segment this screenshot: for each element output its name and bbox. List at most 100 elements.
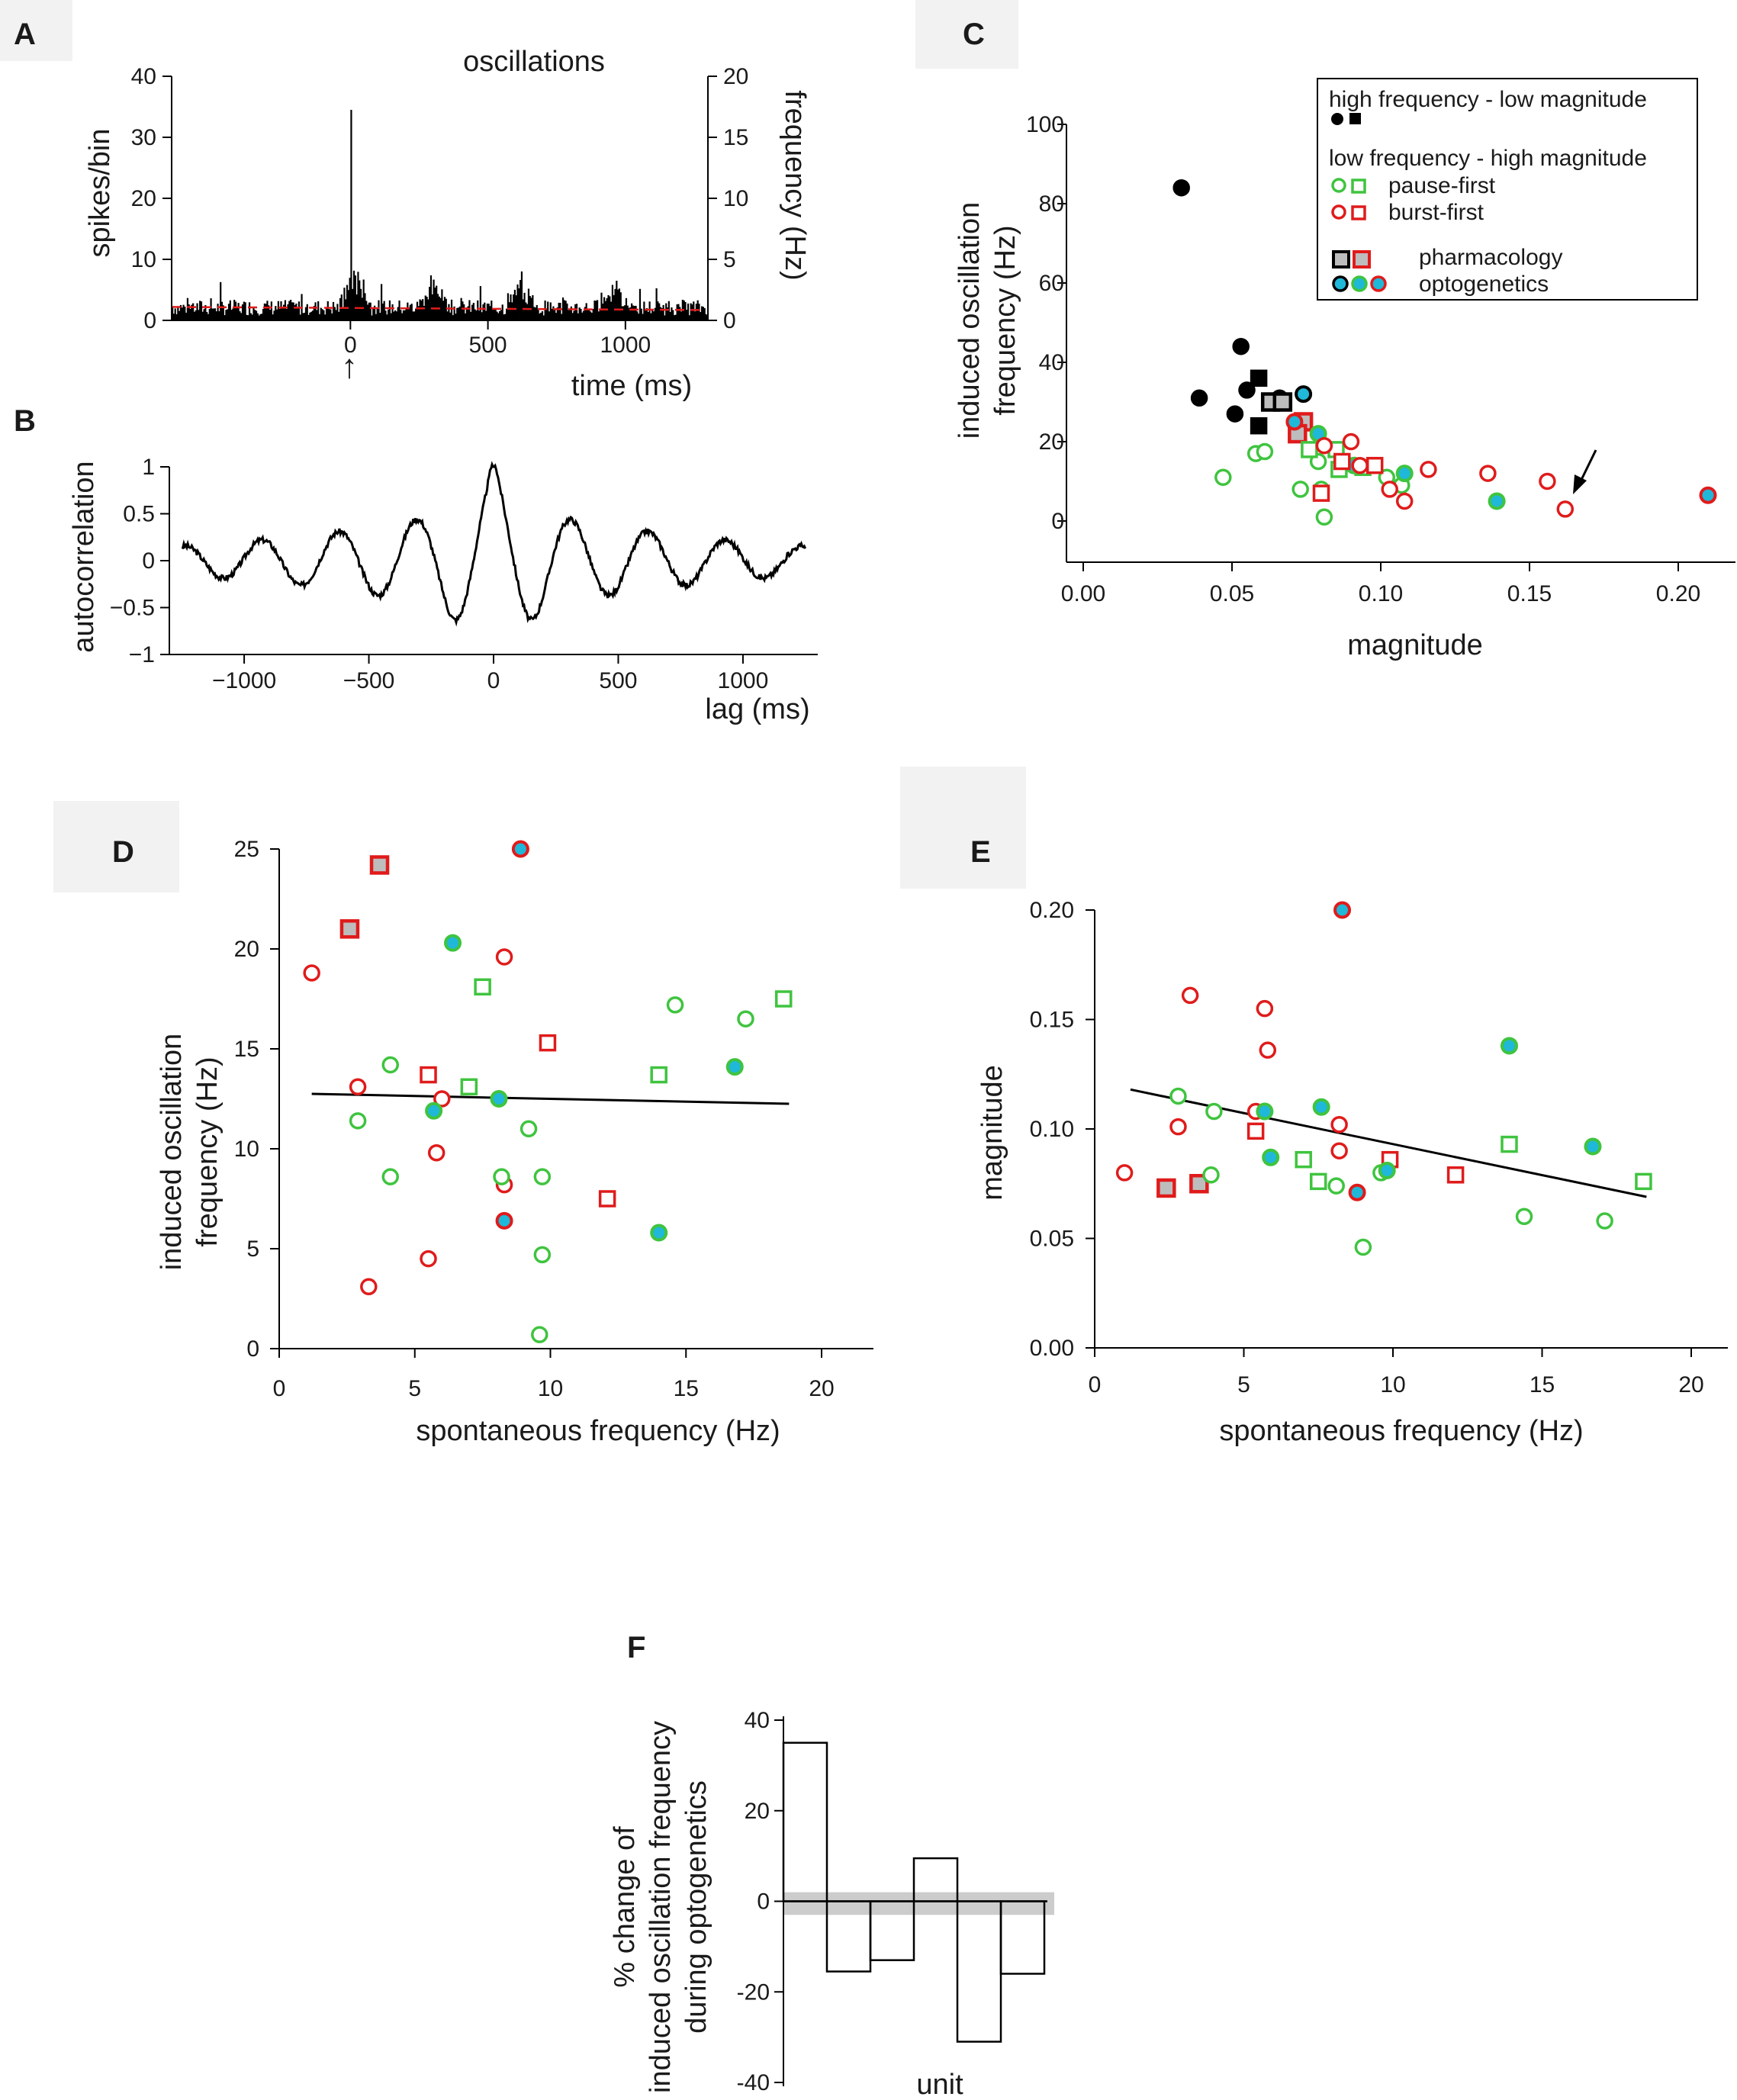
panel-b-ytick-label: 0.5 [123, 502, 155, 527]
psth-bar [600, 292, 603, 320]
psth-bar [313, 306, 315, 320]
psth-bar [578, 307, 581, 320]
psth-bar [442, 301, 445, 320]
psth-bar [325, 308, 328, 320]
legend-group2-title: low frequency - high magnitude [1329, 146, 1647, 171]
psth-bar [544, 300, 546, 320]
psth-bar [516, 284, 519, 320]
psth-bar [602, 304, 604, 320]
panel-e-ytick-label: 0.20 [1030, 898, 1074, 923]
panel-a-xlabel: time (ms) [571, 370, 692, 402]
panel-c-points [1172, 178, 1717, 526]
panel-d-point [666, 996, 684, 1014]
psth-bar [379, 313, 381, 320]
psth-bar [484, 310, 487, 320]
psth-bar [582, 310, 585, 320]
psth-bar [559, 303, 561, 320]
psth-bar [384, 310, 387, 320]
panel-b-xtick-label: 500 [599, 668, 637, 693]
panel-d-point [531, 1326, 548, 1343]
psth-bar [251, 314, 253, 320]
panel-d-xtick-label: 10 [538, 1376, 563, 1401]
psth-bar [455, 314, 457, 320]
psth-bar [479, 286, 481, 320]
psth-bar [453, 306, 455, 320]
psth-bar [240, 313, 243, 320]
psth-bar [431, 294, 433, 320]
panel-c-point [1172, 178, 1190, 197]
psth-bar [332, 301, 335, 320]
psth-bar [200, 301, 203, 320]
psth-bar [179, 310, 181, 320]
psth-bar [323, 310, 325, 320]
panel-e-point [1635, 1172, 1652, 1191]
panel-label-b: B [14, 404, 36, 438]
panel-d-point [495, 1211, 513, 1230]
psth-bar [262, 308, 265, 320]
panel-e-point [1205, 1102, 1223, 1121]
psth-bar [299, 314, 301, 320]
psth-bar [700, 312, 702, 320]
psth-bar [383, 301, 385, 320]
psth-bar [318, 314, 321, 320]
psth-bar [705, 314, 707, 320]
panel-d-point [349, 1112, 367, 1130]
psth-bar [326, 301, 329, 320]
psth-bar [614, 288, 616, 320]
psth-bar [445, 298, 447, 320]
psth-bar [628, 307, 630, 320]
panel-c-ytick-label: 20 [1039, 429, 1064, 455]
panel-e-point [1246, 1122, 1265, 1140]
psth-bar [508, 302, 510, 320]
psth-bar [361, 297, 363, 320]
psth-bar [210, 298, 212, 320]
psth-bar [335, 310, 337, 320]
psth-bar [545, 309, 548, 320]
psth-bar [506, 308, 508, 320]
panel-a-label-bg [0, 0, 72, 61]
psth-bar [693, 311, 696, 320]
panel-e-point [1501, 1135, 1518, 1153]
psth-bar [452, 315, 454, 320]
panel-d-point [490, 1090, 508, 1108]
panel-d-xtick-label: 20 [809, 1376, 834, 1401]
psth-bar [621, 306, 623, 320]
panel-d-ytick-label: 5 [246, 1237, 259, 1262]
panel-a-ytick-right-label: 20 [723, 64, 748, 89]
psth-bar [695, 304, 697, 320]
panel-c-point [1395, 465, 1414, 483]
psth-bar [256, 313, 259, 320]
psth-bar [307, 314, 310, 320]
panel-e-point [1259, 1041, 1277, 1059]
psth-bar [597, 311, 600, 320]
panel-d-point [737, 1010, 754, 1027]
panel-d-point [427, 1143, 446, 1162]
psth-bar [352, 288, 354, 320]
panel-f-bar [956, 1900, 1002, 2043]
panel-a-psth: oscillations 0 10 20 30 40 0 5 10 15 20 0 500 1000 s… [84, 46, 811, 402]
psth-bar [619, 292, 622, 320]
psth-bar [556, 307, 558, 320]
psth-bar [259, 314, 262, 320]
panel-c-point [1301, 441, 1318, 458]
psth-bar [404, 310, 406, 320]
legend-black-square-marker [1349, 113, 1361, 124]
psth-bar [347, 290, 349, 320]
panel-b-xtick-label: 0 [487, 668, 500, 693]
psth-bar [416, 301, 419, 320]
psth-bar [510, 294, 512, 320]
panel-d-ylabel-line1: induced oscillation [156, 1034, 188, 1271]
panel-label-a: A [14, 18, 36, 51]
panel-c-point [1285, 413, 1304, 431]
psth-bar [589, 311, 592, 320]
panel-d-point [774, 990, 793, 1008]
psth-bar [297, 307, 299, 320]
psth-bar [201, 311, 204, 320]
psth-bar [417, 306, 420, 320]
psth-bar [698, 304, 700, 320]
psth-bar [364, 293, 366, 320]
psth-bar [243, 301, 245, 320]
psth-bar [409, 304, 412, 320]
psth-bar [658, 303, 661, 320]
psth-bar [478, 310, 481, 320]
